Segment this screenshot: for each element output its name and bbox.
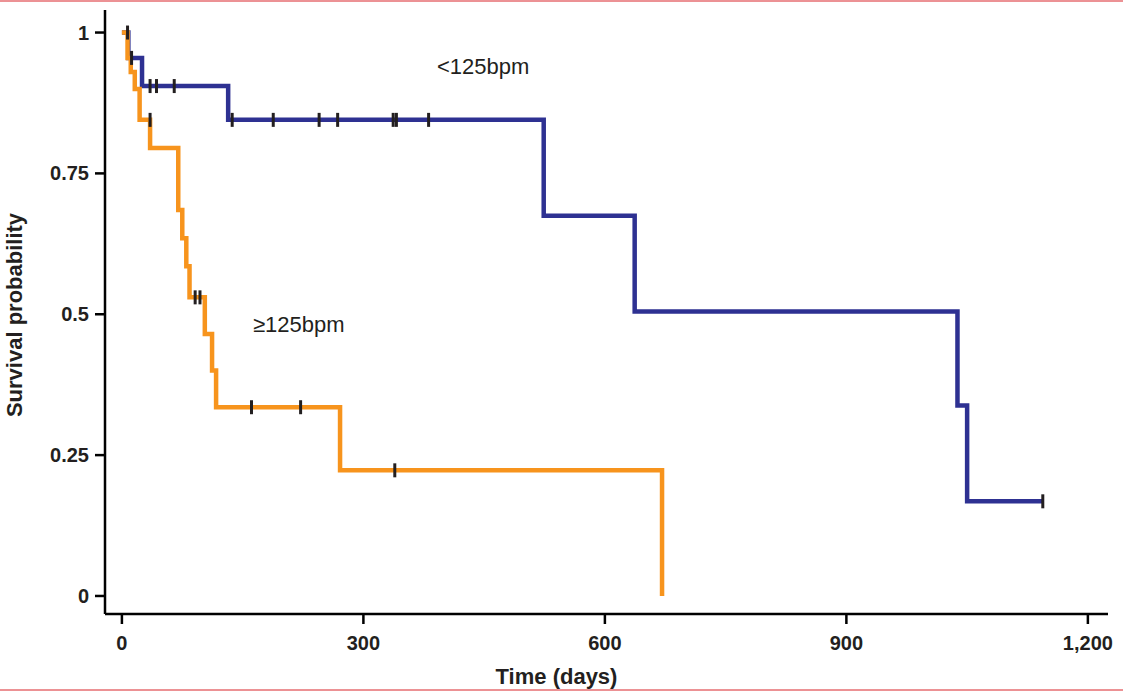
censor-mark <box>149 79 152 93</box>
censor-mark <box>299 400 302 414</box>
censor-mark <box>149 113 152 127</box>
censor-mark <box>392 113 395 127</box>
y-axis <box>104 10 107 614</box>
censor-mark <box>173 79 176 93</box>
censor-mark <box>130 51 133 65</box>
series-label: <125bpm <box>437 54 529 79</box>
x-tick <box>604 614 607 624</box>
censor-mark <box>1041 494 1044 508</box>
x-axis <box>105 613 1108 616</box>
y-tick-label: 0.75 <box>50 162 89 184</box>
y-tick <box>95 313 105 316</box>
series-label: ≥125bpm <box>253 312 345 337</box>
x-axis-title: Time (days) <box>496 664 618 689</box>
y-tick-label: 0.5 <box>61 303 89 325</box>
x-tick <box>121 614 124 624</box>
x-tick-label: 900 <box>830 632 863 654</box>
censor-mark <box>194 290 197 304</box>
x-tick-label: 600 <box>588 632 621 654</box>
border-top <box>0 1 1123 2</box>
x-tick <box>362 614 365 624</box>
censor-mark <box>318 113 321 127</box>
censor-mark <box>198 290 201 304</box>
chart: 0 300 600 900 1,200 0 0.25 0.5 0.75 1 Time (days) S… <box>0 0 1123 693</box>
y-tick <box>95 31 105 34</box>
y-tick <box>95 454 105 457</box>
y-tick-label: 1 <box>78 22 89 44</box>
survival-curve <box>122 33 662 596</box>
survival-curve <box>122 33 1043 502</box>
censor-mark <box>155 79 158 93</box>
x-tick-label: 0 <box>116 632 127 654</box>
border-bottom <box>0 690 1123 691</box>
x-tick <box>1087 614 1090 624</box>
y-tick <box>95 595 105 598</box>
plot-area <box>122 26 1043 596</box>
censor-mark <box>395 113 398 127</box>
censor-mark <box>393 463 396 477</box>
censor-mark <box>427 113 430 127</box>
y-tick <box>95 172 105 175</box>
censor-mark <box>336 113 339 127</box>
censor-mark <box>250 400 253 414</box>
y-tick-label: 0.25 <box>50 444 89 466</box>
y-tick-label: 0 <box>78 585 89 607</box>
x-tick <box>845 614 848 624</box>
censor-mark <box>126 26 129 40</box>
y-axis-title: Survival probability <box>2 212 27 417</box>
x-tick-label: 300 <box>347 632 380 654</box>
censor-mark <box>231 113 234 127</box>
x-tick-label: 1,200 <box>1063 632 1113 654</box>
censor-mark <box>272 113 275 127</box>
